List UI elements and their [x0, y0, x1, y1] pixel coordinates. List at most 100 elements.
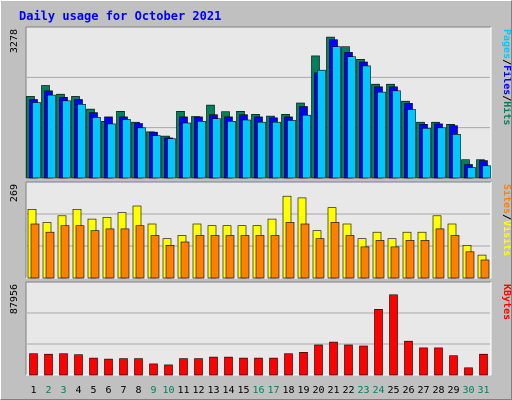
legend-pages: Pages [501, 29, 511, 59]
day-label-9: 9 [150, 385, 156, 396]
legend-visits: Visits [501, 220, 511, 256]
bar-pages-day-18 [287, 120, 296, 179]
day-label-12: 12 [192, 385, 204, 396]
day-label-20: 20 [312, 385, 324, 396]
bar-sites-day-28 [435, 228, 445, 279]
bar-sites-day-4 [75, 225, 85, 279]
day-label-13: 13 [207, 385, 219, 396]
panel-3-legend: KBytes [501, 284, 511, 320]
day-label-11: 11 [177, 385, 189, 396]
panel-2-axis-max-label: 269 [9, 184, 20, 202]
bar-pages-day-27 [422, 128, 431, 179]
day-label-28: 28 [432, 385, 444, 396]
bar-kbytes-day-29 [449, 355, 458, 376]
bar-kbytes-day-11 [179, 358, 188, 376]
bar-sites-day-11 [180, 241, 190, 279]
bar-pages-day-29 [452, 134, 461, 179]
legend-separator: / [501, 59, 511, 65]
panel-1-axis-max-label: 3278 [9, 29, 20, 53]
legend-separator: / [501, 214, 511, 220]
bar-kbytes-day-17 [269, 357, 278, 376]
bar-pages-day-5 [92, 117, 101, 179]
bar-sites-day-30 [465, 251, 475, 279]
bar-pages-day-12 [197, 121, 206, 179]
bar-sites-day-29 [450, 235, 460, 279]
bar-kbytes-day-8 [134, 358, 143, 376]
day-label-4: 4 [75, 385, 81, 396]
panel-3-axis-max-label: 87956 [9, 284, 20, 314]
bar-sites-day-3 [60, 225, 70, 279]
bar-kbytes-day-25 [389, 294, 398, 376]
panel-2-legend: Sites/Visits [501, 184, 511, 256]
day-label-19: 19 [297, 385, 309, 396]
bar-sites-day-20 [315, 238, 325, 279]
bar-pages-day-20 [317, 69, 326, 179]
day-label-30: 30 [462, 385, 474, 396]
bar-kbytes-day-10 [164, 364, 173, 376]
bar-kbytes-day-3 [59, 353, 68, 376]
bar-sites-day-13 [210, 235, 220, 279]
day-label-17: 17 [267, 385, 279, 396]
bar-sites-day-12 [195, 235, 205, 279]
chart-title: Daily usage for October 2021 [19, 9, 222, 23]
bar-pages-day-10 [167, 138, 176, 179]
bar-sites-day-10 [165, 245, 175, 279]
bar-kbytes-day-19 [299, 351, 308, 376]
bar-kbytes-day-16 [254, 357, 263, 376]
bar-pages-day-31 [482, 165, 491, 179]
day-label-29: 29 [447, 385, 459, 396]
legend-kbytes: KBytes [501, 284, 511, 320]
bar-pages-day-7 [122, 119, 131, 179]
day-label-6: 6 [105, 385, 111, 396]
bar-sites-day-15 [240, 235, 250, 279]
bar-pages-day-6 [107, 123, 116, 179]
bar-pages-day-8 [137, 127, 146, 179]
day-label-10: 10 [162, 385, 174, 396]
bar-kbytes-day-15 [239, 357, 248, 376]
bar-kbytes-day-4 [74, 354, 83, 376]
bar-sites-day-21 [330, 222, 340, 279]
bar-sites-day-24 [375, 240, 385, 279]
bar-pages-day-14 [227, 121, 236, 179]
bar-pages-day-15 [242, 119, 251, 179]
bar-pages-day-17 [272, 121, 281, 179]
bar-kbytes-day-9 [149, 363, 158, 376]
bar-kbytes-day-12 [194, 358, 203, 376]
bar-kbytes-day-26 [404, 340, 413, 376]
bar-sites-day-5 [90, 230, 100, 279]
bar-kbytes-day-18 [284, 353, 293, 376]
bar-sites-day-18 [285, 222, 295, 279]
bar-sites-day-7 [120, 228, 130, 279]
bar-kbytes-day-31 [479, 353, 488, 376]
bar-sites-day-25 [390, 246, 400, 279]
day-label-15: 15 [237, 385, 249, 396]
bar-kbytes-day-23 [359, 345, 368, 376]
bar-sites-day-9 [150, 235, 160, 279]
bar-kbytes-day-21 [329, 341, 338, 376]
bar-pages-day-26 [407, 109, 416, 179]
day-label-14: 14 [222, 385, 234, 396]
day-label-7: 7 [120, 385, 126, 396]
bar-pages-day-21 [332, 46, 341, 179]
bar-pages-day-3 [62, 100, 71, 179]
bar-sites-day-16 [255, 235, 265, 279]
bar-sites-day-27 [420, 240, 430, 279]
legend-files: Files [501, 65, 511, 95]
bar-pages-day-19 [302, 114, 311, 179]
day-label-3: 3 [60, 385, 66, 396]
day-label-27: 27 [417, 385, 429, 396]
bar-pages-day-28 [437, 127, 446, 179]
day-label-8: 8 [135, 385, 141, 396]
bar-kbytes-day-28 [434, 347, 443, 376]
bar-pages-day-1 [32, 102, 41, 179]
bar-sites-day-1 [30, 223, 40, 279]
bar-kbytes-day-1 [29, 353, 38, 376]
day-label-16: 16 [252, 385, 264, 396]
day-label-21: 21 [327, 385, 339, 396]
bar-pages-day-9 [152, 135, 161, 179]
bar-kbytes-day-13 [209, 356, 218, 376]
bar-pages-day-23 [362, 65, 371, 179]
bar-pages-day-11 [182, 122, 191, 179]
